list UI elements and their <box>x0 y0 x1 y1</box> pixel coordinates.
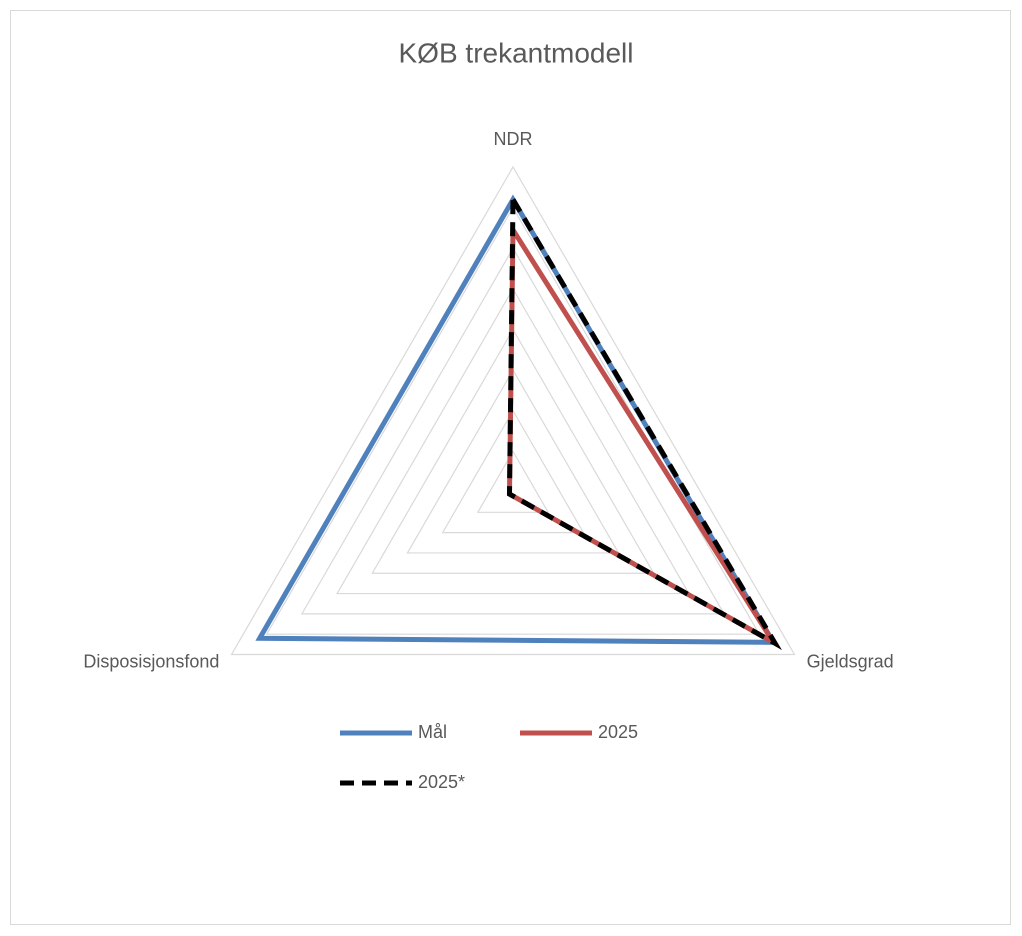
category-label: NDR <box>494 129 533 149</box>
grid-ring <box>230 165 796 656</box>
category-label: Disposisjonsfond <box>83 651 219 671</box>
grid-ring <box>300 247 726 615</box>
category-label: Gjeldsgrad <box>807 651 894 671</box>
grid-ring <box>371 328 655 574</box>
legend-label: 2025* <box>418 772 465 792</box>
grid-ring <box>336 287 690 595</box>
grid-ring <box>441 409 585 534</box>
legend-label: Mål <box>418 722 447 742</box>
grid-ring <box>476 450 550 513</box>
chart-title: KØB trekantmodell <box>399 37 634 68</box>
legend-label: 2025 <box>598 722 638 742</box>
series-line <box>506 190 782 651</box>
grid-ring <box>406 368 620 554</box>
series-line <box>255 194 778 645</box>
